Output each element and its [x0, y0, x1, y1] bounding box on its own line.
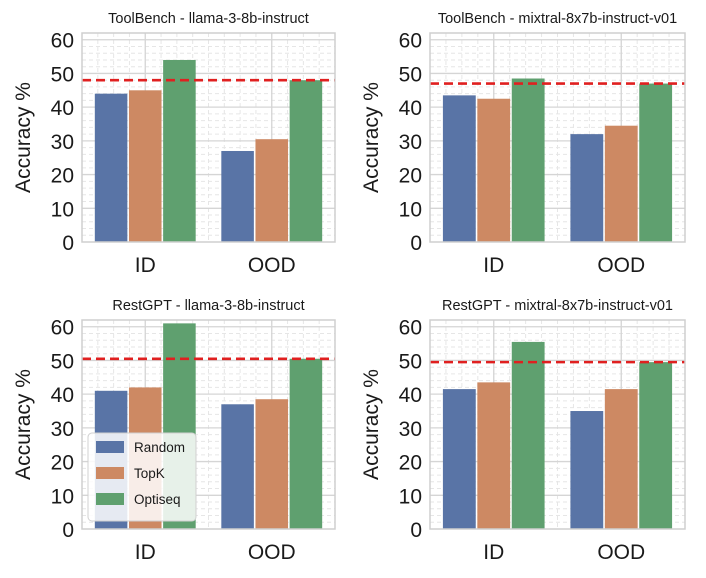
chart-title: RestGPT - llama-3-8b-instruct	[112, 298, 304, 314]
y-tick-label: 50	[51, 63, 74, 86]
bar-random-ood	[221, 404, 254, 529]
y-tick-label: 50	[51, 350, 74, 373]
y-tick-label: 60	[399, 30, 422, 53]
x-tick-label: ID	[135, 541, 156, 564]
y-tick-label: 10	[51, 198, 74, 221]
bar-random-ood	[221, 150, 254, 242]
bar-random-id	[442, 389, 476, 529]
axes-frame	[429, 32, 686, 243]
legend-label: TopK	[134, 466, 165, 481]
y-tick-label: 20	[399, 452, 422, 475]
bar-optiseq-ood	[639, 362, 673, 529]
legend-swatch-random	[96, 441, 124, 453]
bar-random-id	[94, 93, 128, 242]
subplot-4: RestGPT - mixtral-8x7b-instruct-v01 0 10 20…	[360, 298, 686, 564]
bar-topk-ood	[604, 125, 638, 242]
x-tick-label: OOD	[248, 254, 296, 277]
axes-frame	[429, 319, 686, 530]
x-tick-label: ID	[483, 254, 504, 277]
y-tick-label: 20	[51, 165, 74, 188]
bar-topk-ood	[255, 399, 289, 529]
y-tick-label: 60	[51, 317, 74, 340]
y-tick-label: 0	[410, 519, 422, 542]
x-tick-label: ID	[483, 541, 504, 564]
y-axis-label: Accuracy %	[360, 369, 383, 480]
y-tick-label: 40	[51, 384, 74, 407]
subplot-2: ToolBench - mixtral-8x7b-instruct-v01 0 10…	[360, 11, 686, 277]
y-tick-label: 40	[51, 97, 74, 120]
bar-optiseq-ood	[289, 358, 323, 529]
legend-swatch-topk	[96, 467, 124, 479]
bar-topk-id	[477, 98, 511, 242]
y-tick-label: 30	[399, 131, 422, 154]
y-axis-label: Accuracy %	[360, 82, 383, 193]
chart-title: RestGPT - mixtral-8x7b-instruct-v01	[442, 298, 673, 314]
chart-title: ToolBench - llama-3-8b-instruct	[108, 11, 309, 27]
bar-optiseq-ood	[639, 83, 673, 242]
x-tick-label: OOD	[597, 541, 645, 564]
y-tick-label: 0	[410, 232, 422, 255]
x-tick-label: OOD	[597, 254, 645, 277]
legend-label: Random	[134, 440, 185, 455]
y-tick-label: 40	[399, 97, 422, 120]
legend-label: Optiseq	[134, 492, 181, 507]
bar-topk-ood	[255, 139, 289, 242]
chart-title: ToolBench - mixtral-8x7b-instruct-v01	[438, 11, 677, 27]
axes-frame	[81, 32, 336, 243]
y-tick-label: 60	[399, 317, 422, 340]
bar-topk-id	[477, 382, 511, 529]
x-tick-label: OOD	[248, 541, 296, 564]
subplot-1: ToolBench - llama-3-8b-instruct 0 10 20 30 40…	[12, 11, 336, 277]
y-tick-label: 50	[399, 350, 422, 373]
axes-frame	[81, 319, 336, 530]
bar-random-id	[442, 95, 476, 242]
bar-random-ood	[570, 411, 604, 529]
y-tick-label: 0	[62, 232, 74, 255]
bar-optiseq-id	[511, 78, 545, 243]
bar-optiseq-id	[511, 341, 545, 529]
y-axis-label: Accuracy %	[12, 82, 35, 193]
y-tick-label: 60	[51, 30, 74, 53]
y-axis-label: Accuracy %	[12, 369, 35, 480]
y-tick-label: 10	[51, 485, 74, 508]
y-tick-label: 10	[399, 198, 422, 221]
y-tick-label: 0	[62, 519, 74, 542]
y-tick-label: 20	[399, 165, 422, 188]
y-tick-label: 40	[399, 384, 422, 407]
bar-topk-id	[128, 90, 162, 242]
y-tick-label: 30	[51, 418, 74, 441]
y-tick-label: 30	[399, 418, 422, 441]
bar-topk-ood	[604, 389, 638, 529]
y-tick-label: 50	[399, 63, 422, 86]
subplot-3: RestGPT - llama-3-8b-instruct 0 10 20 30 40 50…	[12, 298, 336, 564]
legend: Random TopK Optiseq	[87, 432, 197, 522]
y-tick-label: 10	[399, 485, 422, 508]
y-tick-label: 30	[51, 131, 74, 154]
bar-optiseq-id	[163, 59, 196, 242]
bar-optiseq-ood	[289, 80, 323, 243]
legend-swatch-optiseq	[96, 493, 124, 505]
x-tick-label: ID	[135, 254, 156, 277]
bar-random-ood	[570, 134, 604, 242]
y-tick-label: 20	[51, 452, 74, 475]
